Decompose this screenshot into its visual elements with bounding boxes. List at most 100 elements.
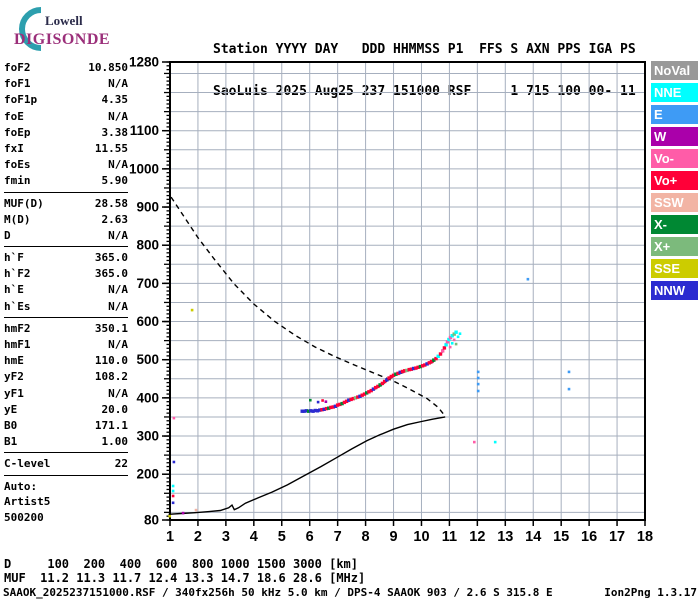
echo-point-vo	[380, 381, 385, 386]
muf-row: MUF 11.2 11.3 11.7 12.4 13.3 14.7 18.6 2…	[4, 571, 366, 585]
echo-point-nnw	[371, 387, 376, 391]
echo-point-x	[432, 358, 436, 362]
echo-point-sse	[168, 514, 171, 518]
y-axis-label: 800	[136, 238, 159, 253]
echo-point-vo	[351, 396, 355, 401]
autoscaler-info: 500200	[4, 510, 44, 524]
y-axis-label: 900	[136, 200, 159, 215]
echo-point-nne	[450, 334, 454, 338]
x-axis-label: 1	[166, 529, 174, 545]
legend-item-x: X-	[651, 215, 698, 234]
echo-point-e	[526, 277, 530, 281]
x-axis-label: 5	[278, 529, 286, 545]
echo-point-nnw	[347, 398, 351, 402]
echo-point-vo	[367, 390, 371, 394]
param-row-hmf1: hmF1 N/A	[4, 338, 128, 351]
echo-point-vo	[434, 356, 438, 361]
echo-point-nne	[450, 342, 454, 345]
param-row-hmf2: hmF2 350.1	[4, 321, 128, 335]
echo-point-vo	[414, 366, 418, 370]
x-axis-label: 10	[413, 529, 429, 545]
y-axis-label: 1000	[129, 161, 159, 176]
echo-point-vo	[349, 397, 353, 402]
param-row-d: D N/A	[4, 228, 128, 242]
echo-point-x	[327, 406, 331, 410]
echo-point-nne	[171, 484, 175, 488]
legend-item-vo: Vo+	[651, 171, 698, 190]
echo-point-nnw	[171, 501, 175, 505]
echo-point-vo	[329, 405, 333, 410]
echo-point-nne	[456, 335, 460, 339]
echo-point-x	[353, 396, 358, 400]
panel-divider	[4, 316, 128, 318]
echo-point-vo	[442, 346, 447, 350]
x-axis-label: 16	[581, 529, 597, 545]
echo-point-nne	[444, 343, 448, 347]
x-axis-label: 17	[609, 529, 625, 545]
param-row-fof2: foF2 10.850	[4, 61, 128, 74]
x-axis-label: 14	[525, 529, 541, 545]
param-row-fmin: fmin 5.90	[4, 174, 128, 188]
legend-item-ssw: SSW	[651, 193, 698, 212]
legend-item-nne: NNE	[651, 83, 698, 102]
param-row-fof1p: foF1p 4.35	[4, 93, 128, 107]
digisonde-logo: Lowell DIGISONDE	[8, 5, 128, 53]
param-row-md: M(D) 2.63	[4, 212, 128, 226]
echo-point-vo	[172, 416, 176, 420]
echo-point-nnw	[398, 370, 402, 374]
x-axis-label: 7	[334, 529, 342, 545]
y-axis-label: 300	[136, 429, 159, 444]
echo-point-nne	[458, 332, 462, 335]
echo-point-vo	[338, 402, 342, 407]
echo-point-vo	[342, 400, 347, 405]
echo-point-nnw	[311, 409, 315, 413]
param-row-clevel: C-level 22	[4, 457, 128, 471]
status-program-version: Ion2Png 1.3.17	[604, 586, 697, 599]
echo-point-vo	[438, 352, 443, 356]
param-row-hf: h`F 365.0	[4, 251, 128, 265]
echo-point-nnw	[304, 409, 309, 413]
echo-point-vo	[429, 359, 434, 364]
param-row-hme: hmE 110.0	[4, 354, 128, 368]
echo-point-vo	[473, 440, 476, 444]
autoscaler-info: Artist5	[4, 495, 51, 509]
echo-point-e	[476, 370, 480, 374]
echo-point-vo	[391, 373, 396, 377]
y-axis-label: 1280	[129, 55, 159, 70]
legend-item-nnw: NNW	[651, 281, 698, 300]
echo-point-nnw	[302, 409, 306, 413]
series-topside_profile_model	[170, 196, 446, 417]
echo-point-vo	[356, 395, 360, 399]
echo-point-vo	[171, 494, 175, 498]
legend-item-vo: Vo-	[651, 149, 698, 168]
panel-divider	[4, 452, 128, 454]
echo-point-x	[365, 391, 369, 395]
x-axis-label: 12	[469, 529, 485, 545]
echo-point-x	[454, 342, 458, 346]
echo-point-vo	[420, 364, 425, 368]
echo-point-vo	[423, 363, 427, 367]
echo-point-vo	[360, 393, 364, 397]
logo-lowell-text: Lowell	[45, 13, 83, 28]
echo-point-nne	[436, 354, 440, 358]
echo-point-e	[567, 387, 571, 391]
echo-point-vo	[448, 335, 453, 340]
echo-point-vo	[344, 399, 349, 403]
echo-point-nnw	[313, 408, 317, 413]
echo-point-vo	[369, 388, 373, 393]
echo-point-vo	[445, 340, 450, 344]
direction-legend: NoVal NNE E W Vo- Vo+ SSW X- X+ SSE NNW	[651, 61, 698, 303]
legend-item-w: W	[651, 127, 698, 146]
echo-point-vo	[396, 371, 400, 376]
x-axis-label: 15	[553, 529, 569, 545]
echo-point-ssw	[194, 508, 198, 512]
echo-point-vo	[382, 379, 387, 384]
echo-point-nnw	[333, 404, 338, 408]
echo-point-x	[394, 372, 398, 376]
echo-point-nnw	[425, 362, 429, 366]
distance-row: D 100 200 400 600 800 1000 1500 3000 [km…	[4, 557, 359, 571]
echo-point-vo	[409, 367, 414, 371]
echo-point-vo	[335, 403, 340, 407]
param-row-foes: foEs N/A	[4, 158, 128, 172]
echo-point-nne	[447, 337, 451, 342]
